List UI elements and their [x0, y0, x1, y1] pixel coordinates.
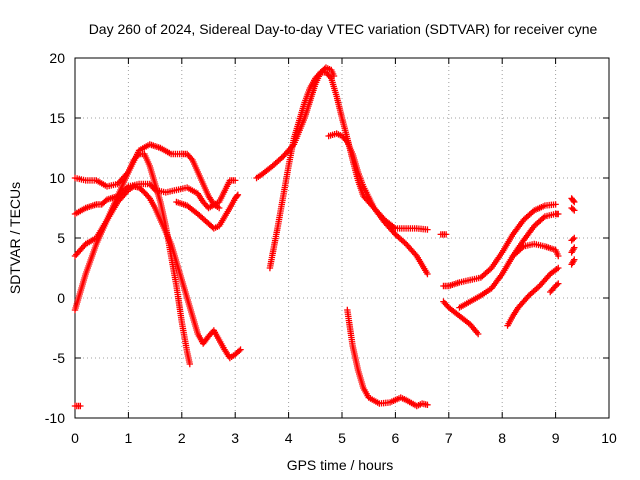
data-point — [571, 256, 578, 263]
x-tick-label: 6 — [392, 430, 400, 446]
data-point — [555, 280, 562, 287]
data-point — [571, 207, 578, 214]
series-s8 — [266, 69, 431, 272]
data-point — [571, 234, 578, 242]
data-point — [555, 264, 562, 272]
y-tick-label: -10 — [45, 410, 65, 426]
data-point — [424, 401, 431, 408]
data-point — [424, 226, 431, 233]
data-point — [186, 360, 194, 368]
data-point — [570, 197, 577, 204]
series-s18 — [568, 195, 578, 206]
data-point — [555, 252, 562, 260]
series-s12 — [440, 201, 559, 290]
series-s21 — [568, 244, 578, 256]
grid — [75, 58, 609, 418]
y-tick-label: -5 — [53, 350, 66, 366]
axis-ticks: 0 1 2 3 4 5 6 7 8 9 10 -10 -5 0 5 10 15 20 — [45, 50, 617, 446]
y-tick-label: 15 — [49, 110, 65, 126]
series-s14 — [456, 240, 562, 311]
series-s7 — [253, 64, 338, 182]
data-point — [237, 346, 244, 353]
x-tick-label: 9 — [552, 430, 560, 446]
x-tick-label: 5 — [338, 430, 346, 446]
chart-title: Day 260 of 2024, Sidereal Day-to-day VTE… — [89, 21, 598, 37]
series-s20 — [568, 234, 578, 244]
data-points — [71, 64, 578, 410]
data-point — [553, 281, 561, 288]
data-point — [77, 402, 84, 410]
data-point — [442, 231, 450, 238]
series-s16 — [509, 210, 562, 260]
x-tick-label: 1 — [125, 430, 133, 446]
data-point — [571, 244, 578, 251]
data-point — [234, 191, 242, 198]
data-point — [236, 347, 243, 354]
y-tick-label: 20 — [49, 50, 65, 66]
x-tick-label: 0 — [71, 430, 79, 446]
data-point — [552, 201, 559, 208]
series-s6 — [71, 402, 84, 410]
series-s13 — [440, 298, 482, 338]
series-s11 — [437, 231, 450, 238]
data-point — [233, 192, 241, 200]
x-tick-label: 4 — [285, 430, 293, 446]
series-s4 — [71, 183, 244, 362]
data-point — [424, 270, 431, 278]
x-axis-label: GPS time / hours — [287, 457, 394, 473]
data-point — [569, 236, 577, 243]
series-s17 — [547, 280, 562, 296]
data-point — [474, 330, 482, 338]
x-tick-label: 3 — [231, 430, 239, 446]
series-s5 — [173, 191, 242, 232]
x-tick-label: 2 — [178, 430, 186, 446]
x-tick-label: 8 — [498, 430, 506, 446]
series-s9 — [325, 130, 431, 278]
series-s19 — [568, 204, 578, 214]
series-s10 — [344, 306, 431, 410]
series-s22 — [568, 256, 578, 268]
y-tick-label: 0 — [57, 290, 65, 306]
data-point — [569, 206, 577, 213]
y-tick-label: 10 — [49, 170, 65, 186]
y-tick-label: 5 — [57, 230, 65, 246]
data-point — [555, 210, 562, 218]
series-s15 — [504, 264, 562, 329]
x-tick-label: 7 — [445, 430, 453, 446]
data-point — [571, 198, 578, 206]
x-tick-label: 10 — [601, 430, 617, 446]
data-point — [232, 177, 239, 184]
data-point — [215, 204, 223, 212]
y-axis-label: SDTVAR / TECUs — [7, 182, 23, 294]
